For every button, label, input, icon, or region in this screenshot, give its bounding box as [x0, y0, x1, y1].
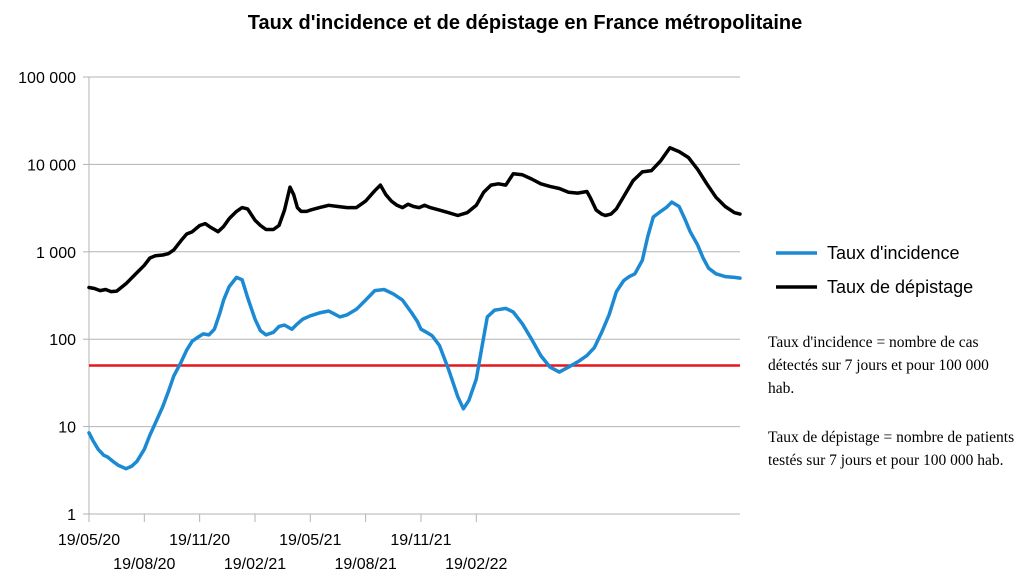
note-incidence-definition: Taux d'incidence = nombre de cas détecté…: [768, 334, 989, 397]
series-line-incidence: [87, 200, 742, 471]
y-tick-label: 1 000: [36, 245, 76, 262]
x-tick-label: 19/08/20: [113, 556, 175, 573]
x-tick-label: 19/11/21: [390, 532, 451, 549]
note-depistage-definition: Taux de dépistage = nombre de patients t…: [768, 429, 1015, 469]
y-tick-label: 1: [67, 507, 76, 524]
x-tick-label: 19/05/20: [58, 532, 120, 549]
x-axis-ticks: 19/05/20 19/08/20 19/11/20 19/02/21 19/05/21…: [58, 514, 508, 573]
y-tick-label: 10: [58, 420, 76, 437]
x-tick-label: 19/02/22: [445, 556, 507, 573]
axes: [88, 77, 740, 515]
x-tick-label: 19/05/21: [279, 532, 341, 549]
x-tick-label: 19/02/21: [224, 556, 286, 573]
legend-label-incidence: Taux d'incidence: [827, 243, 960, 263]
gridlines: [89, 76, 740, 428]
x-tick-label: 19/08/21: [334, 556, 396, 573]
y-axis-ticks: 100 000 10 000 1 000 100 10 1: [18, 70, 89, 524]
chart-title: Taux d'incidence et de dépistage en Fran…: [248, 12, 803, 34]
series-line-depistage: [87, 146, 742, 294]
y-tick-label: 100: [49, 332, 76, 349]
y-tick-label: 100 000: [18, 70, 76, 87]
y-tick-label: 10 000: [27, 157, 76, 174]
legend: Taux d'incidence Taux de dépistage: [776, 243, 973, 297]
x-tick-label: 19/11/20: [169, 532, 230, 549]
legend-label-depistage: Taux de dépistage: [827, 277, 973, 297]
series-lines: [87, 146, 742, 471]
